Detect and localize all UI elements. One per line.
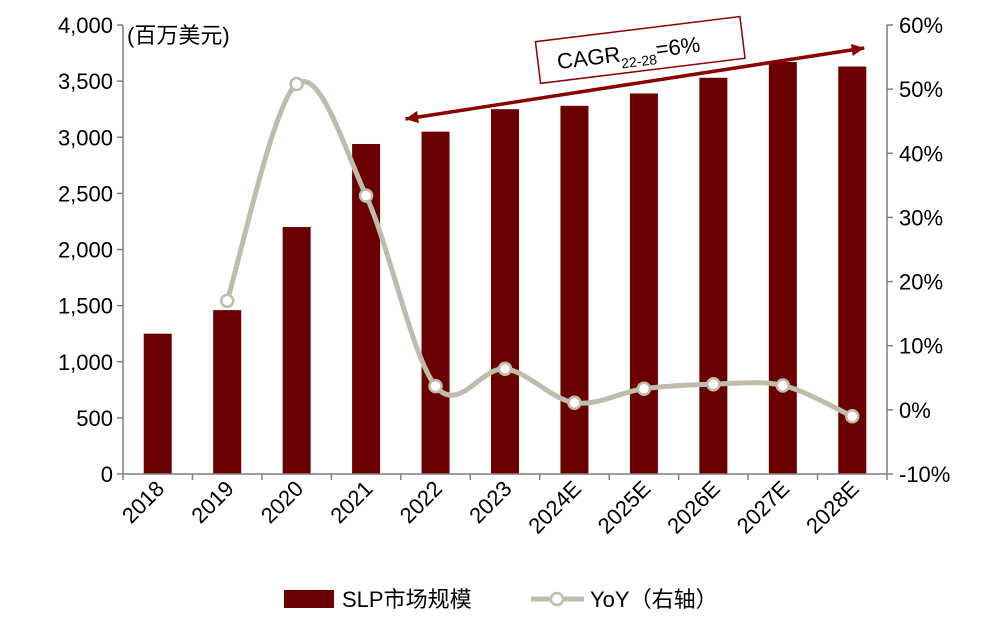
- left-axis-unit-label: (百万美元): [127, 23, 230, 48]
- x-tick-label: 2021: [325, 476, 377, 528]
- right-tick-label: 20%: [899, 270, 943, 295]
- bar-2019: [213, 310, 242, 474]
- bar-2018: [143, 333, 172, 474]
- left-tick-label: 3,500: [58, 69, 113, 94]
- yoy-point-2022: [428, 378, 443, 394]
- bar-2022: [421, 131, 450, 474]
- yoy-point-2026E: [706, 376, 721, 392]
- right-tick-label: 40%: [899, 141, 943, 166]
- x-tick-label: 2027E: [732, 476, 795, 539]
- left-tick-label: 2,500: [58, 181, 113, 206]
- bars-group: [143, 62, 867, 475]
- left-tick-label: 3,000: [58, 125, 113, 150]
- left-tick-label: 0: [101, 462, 113, 487]
- right-tick-label: 0%: [899, 398, 931, 423]
- yoy-point-2028E: [845, 409, 860, 424]
- cagr-box-frame: [534, 15, 746, 85]
- yoy-point-2025E: [636, 381, 652, 396]
- yoy-line-group: [219, 76, 860, 424]
- right-tick-label: 60%: [899, 13, 943, 38]
- legend-bar-swatch: [284, 590, 334, 608]
- left-tick-label: 4,000: [58, 13, 113, 38]
- cagr-arrow-head-left: [405, 111, 419, 124]
- x-tick-label: 2026E: [662, 476, 725, 539]
- legend: SLP市场规模 YoY（右轴）: [284, 587, 718, 612]
- yoy-point-2020: [289, 76, 304, 92]
- cagr-label-tail: =6%: [654, 32, 701, 62]
- bar-2024E: [560, 105, 589, 474]
- bar-2020: [282, 227, 311, 474]
- right-tick-label: 10%: [899, 334, 943, 359]
- cagr-label-sub: 22-28: [620, 51, 658, 71]
- bar-2023: [491, 109, 519, 474]
- bar-2027E: [768, 62, 797, 474]
- x-tick-label: 2022: [395, 476, 447, 528]
- left-tick-label: 500: [76, 406, 113, 431]
- yoy-point-2019: [219, 293, 235, 309]
- yoy-point-2027E: [775, 378, 791, 393]
- cagr-box: CAGR22-28=6%: [534, 15, 746, 85]
- legend-line-label: YoY（右轴）: [590, 587, 718, 612]
- yoy-line: [224, 79, 855, 419]
- x-tick-label: 2019: [186, 476, 238, 528]
- x-tick-label: 2018: [117, 476, 169, 528]
- x-tick-label: 2025E: [593, 476, 656, 539]
- bar-2026E: [699, 77, 728, 474]
- bar-2025E: [629, 93, 658, 474]
- x-tick-label: 2023: [464, 476, 516, 528]
- x-tick-label: 2020: [256, 476, 308, 528]
- yoy-point-2021: [358, 188, 374, 203]
- x-tick-label: 2024E: [523, 476, 586, 539]
- legend-line-marker: [549, 591, 565, 607]
- cagr-arrow-line: [405, 46, 865, 121]
- left-tick-label: 1,000: [58, 350, 113, 375]
- cagr-annotation: CAGR22-28=6%: [405, 15, 865, 124]
- bar-2028E: [838, 66, 867, 474]
- right-tick-label: 50%: [899, 77, 943, 102]
- yoy-point-2024E: [567, 395, 582, 411]
- cagr-arrow-head-right: [850, 43, 865, 56]
- right-tick-label: -10%: [899, 462, 950, 487]
- x-tick-label: 2028E: [801, 476, 864, 539]
- left-tick-label: 2,000: [58, 238, 113, 263]
- right-tick-label: 30%: [899, 205, 943, 230]
- left-tick-label: 1,500: [58, 294, 113, 319]
- yoy-point-2023: [497, 361, 513, 377]
- legend-bar-label: SLP市场规模: [342, 587, 472, 612]
